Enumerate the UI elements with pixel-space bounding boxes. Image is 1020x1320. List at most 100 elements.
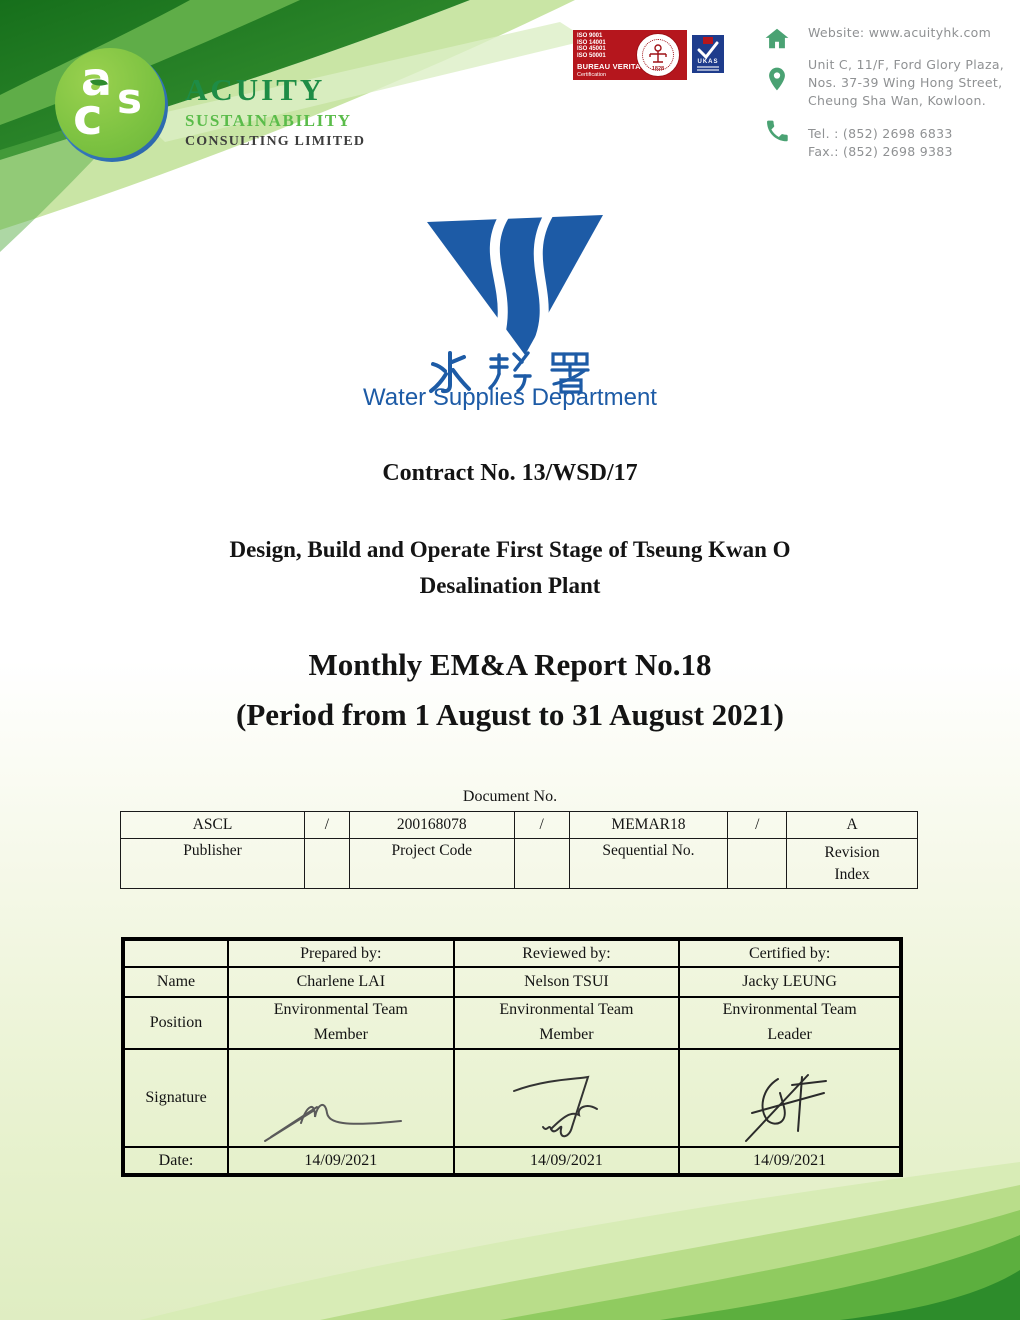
wsd-logo-graphic bbox=[427, 214, 603, 359]
iso-standards-list: ISO 9001 ISO 14001 ISO 45001 ISO 50001 bbox=[577, 33, 606, 59]
tel-line: Tel. : (852) 2698 6833 bbox=[808, 125, 953, 141]
doc-project-code-label: Project Code bbox=[348, 838, 515, 889]
address-line: Cheung Sha Wan, Kowloon. bbox=[808, 93, 986, 109]
apv-signature-reviewed bbox=[452, 1048, 681, 1148]
approval-signature-table: Prepared by: Reviewed by: Certified by: … bbox=[121, 937, 903, 1177]
position-line: Member bbox=[313, 1026, 368, 1043]
signature-image bbox=[513, 1075, 599, 1138]
iso-line: ISO 9001 bbox=[577, 33, 603, 39]
brand-name: ACUITY bbox=[185, 72, 326, 107]
apv-position-prepared: Environmental Team Member bbox=[227, 996, 455, 1050]
ukas-tick-icon bbox=[697, 41, 719, 59]
doc-separator-blank bbox=[304, 838, 350, 889]
doc-separator: / bbox=[304, 811, 350, 839]
apv-name-certified: Jacky LEUNG bbox=[678, 966, 902, 998]
document-no-caption: Document No. bbox=[462, 788, 558, 805]
bureau-veritas-certification: Certification bbox=[577, 72, 607, 78]
position-line: Leader bbox=[767, 1026, 812, 1043]
doc-separator: / bbox=[727, 811, 788, 839]
apv-position-reviewed: Environmental Team Member bbox=[452, 996, 681, 1050]
ukas-label: UKAS bbox=[697, 59, 719, 65]
doc-revision-value: A bbox=[786, 811, 918, 839]
apv-corner-cell bbox=[121, 938, 230, 968]
apv-position-label: Position bbox=[121, 996, 230, 1050]
project-title-line2: Desalination Plant bbox=[419, 573, 601, 598]
apv-header-certified: Certified by: bbox=[678, 938, 902, 968]
asc-letter-s: s bbox=[117, 74, 142, 123]
address-block: Unit C, 11/F, Ford Glory Plaza, Nos. 37-… bbox=[808, 56, 1004, 110]
apv-header-reviewed: Reviewed by: bbox=[452, 938, 681, 968]
doc-separator-blank bbox=[727, 838, 788, 889]
brand-sustainability: SUSTAINABILITY bbox=[185, 111, 352, 130]
wsd-chinese-name: 水務署 bbox=[410, 350, 610, 399]
brand-wordmark: ACUITY SUSTAINABILITY CONSULTING LIMITED bbox=[185, 74, 365, 149]
table-row: Prepared by: Reviewed by: Certified by: bbox=[121, 938, 902, 968]
asc-letter-c: c bbox=[73, 88, 103, 146]
fax-line: Fax.: (852) 2698 9383 bbox=[808, 143, 953, 159]
signature-image bbox=[744, 1074, 827, 1142]
apv-signature-label: Signature bbox=[121, 1048, 230, 1148]
apv-date-prepared: 14/09/2021 bbox=[227, 1146, 455, 1176]
doc-revision-label-text: Revision Index bbox=[824, 844, 880, 884]
iso-line: ISO 45001 bbox=[577, 46, 606, 52]
website-line: Website: www.acuityhk.com bbox=[808, 25, 992, 40]
footer-swoosh-graphic bbox=[140, 1162, 1020, 1320]
report-title: Monthly EM&A Report No.18 (Period from 1… bbox=[0, 640, 1020, 740]
position-line: Environmental Team bbox=[273, 1001, 408, 1019]
position-line: Member bbox=[539, 1026, 594, 1043]
doc-revision-label: Revision Index bbox=[786, 838, 918, 889]
doc-sequential-value: MEMAR18 bbox=[568, 811, 729, 839]
address-line: Nos. 37-39 Wing Hong Street, bbox=[808, 75, 1003, 91]
position-line: Environmental Team bbox=[722, 1001, 857, 1019]
table-row: Date: 14/09/2021 14/09/2021 14/09/2021 bbox=[121, 1146, 902, 1176]
iso-line: ISO 50001 bbox=[577, 52, 606, 59]
seal-year: 1828 bbox=[651, 66, 665, 72]
asc-logo: a s c bbox=[55, 48, 165, 158]
apv-date-certified: 14/09/2021 bbox=[678, 1146, 902, 1176]
contact-info: Website: www.acuityhk.com Unit C, 11/F, … bbox=[808, 24, 1004, 175]
brand-consulting: CONSULTING LIMITED bbox=[185, 134, 366, 149]
document-number-table: ASCL / 200168078 / MEMAR18 / A Publisher… bbox=[119, 811, 918, 889]
doc-separator: / bbox=[513, 811, 570, 839]
report-title-line1: Monthly EM&A Report No.18 bbox=[308, 647, 712, 682]
apv-header-prepared: Prepared by: bbox=[227, 938, 455, 968]
apv-signature-prepared bbox=[227, 1048, 455, 1148]
apv-signature-certified bbox=[678, 1048, 902, 1148]
wsd-chinese-glyphs bbox=[429, 351, 590, 394]
position-line: Environmental Team bbox=[499, 1001, 634, 1019]
table-row: Signature bbox=[121, 1048, 902, 1148]
doc-project-code-value: 200168078 bbox=[348, 811, 515, 839]
doc-sequential-label: Sequential No. bbox=[568, 838, 729, 889]
table-row: Publisher Project Code Sequential No. Re… bbox=[119, 838, 918, 889]
ukas-badge: UKAS bbox=[692, 35, 724, 73]
phone-icon bbox=[767, 120, 788, 142]
project-title-line1: Design, Build and Operate First Stage of… bbox=[229, 537, 791, 562]
apv-name-prepared: Charlene LAI bbox=[227, 966, 455, 998]
doc-publisher-label: Publisher bbox=[119, 838, 306, 889]
project-title: Design, Build and Operate First Stage of… bbox=[0, 532, 1020, 604]
doc-separator-blank bbox=[513, 838, 570, 889]
table-row: Name Charlene LAI Nelson TSUI Jacky LEUN… bbox=[121, 966, 902, 998]
contract-number-title: Contract No. 13/WSD/17 bbox=[382, 460, 638, 486]
apv-position-certified: Environmental Team Leader bbox=[678, 996, 902, 1050]
phone-block: Tel. : (852) 2698 6833 Fax.: (852) 2698 … bbox=[808, 125, 1004, 161]
apv-name-label: Name bbox=[121, 966, 230, 998]
apv-name-reviewed: Nelson TSUI bbox=[452, 966, 681, 998]
doc-publisher-value: ASCL bbox=[119, 811, 306, 839]
signature-image bbox=[263, 1103, 402, 1142]
report-title-line2: (Period from 1 August to 31 August 2021) bbox=[236, 697, 784, 732]
home-icon bbox=[765, 28, 789, 49]
apv-date-label: Date: bbox=[121, 1146, 230, 1176]
bureau-veritas-name: BUREAU VERITAS bbox=[577, 62, 646, 71]
iso-line: ISO 14001 bbox=[577, 39, 606, 46]
bureau-veritas-seal: BUREAU VERITAS 1828 bbox=[636, 33, 680, 77]
wsd-english-name: Water Supplies Department bbox=[363, 384, 657, 411]
table-row: ASCL / 200168078 / MEMAR18 / A bbox=[119, 811, 918, 839]
seal-figure-icon bbox=[649, 44, 667, 63]
address-line: Unit C, 11/F, Ford Glory Plaza, bbox=[808, 57, 1005, 73]
table-row: Position Environmental Team Member Envir… bbox=[121, 996, 902, 1050]
ukas-line bbox=[697, 69, 719, 71]
ukas-crown-icon bbox=[703, 37, 713, 44]
ukas-line bbox=[697, 66, 719, 68]
